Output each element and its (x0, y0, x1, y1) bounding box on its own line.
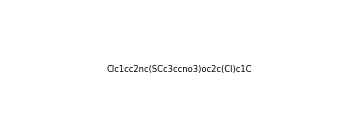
Text: Clc1cc2nc(SCc3ccno3)oc2c(Cl)c1C: Clc1cc2nc(SCc3ccno3)oc2c(Cl)c1C (107, 65, 252, 74)
